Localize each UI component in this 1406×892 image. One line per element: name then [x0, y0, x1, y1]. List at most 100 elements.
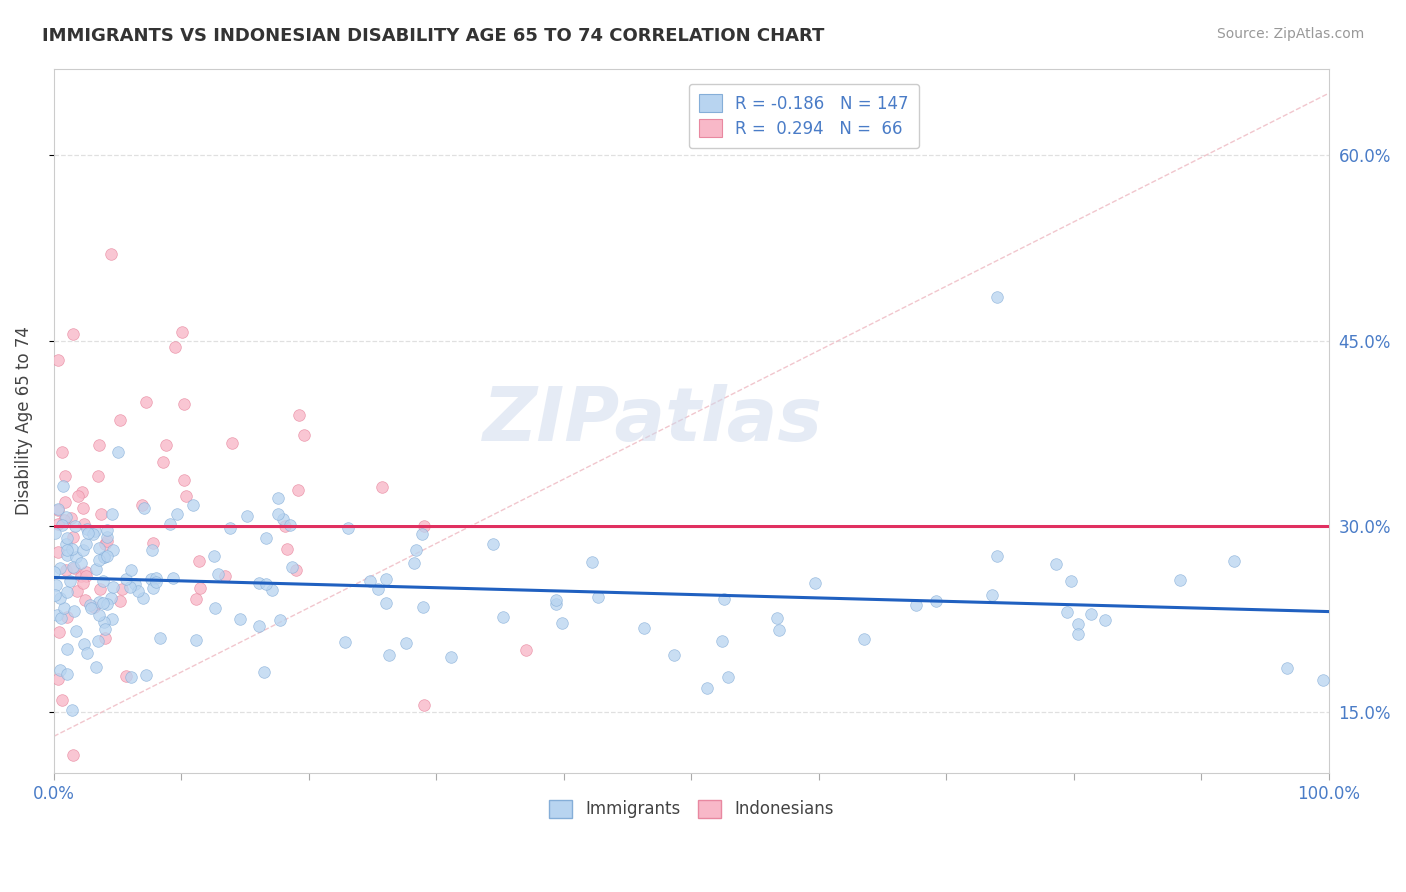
Point: [69, 568, 91, 582]
Point: [48, 591, 70, 605]
Point: [93, 550, 115, 565]
Point: [188, 554, 211, 568]
Point: [94, 537, 117, 551]
Point: [717, 669, 740, 683]
Text: ZIPatlas: ZIPatlas: [484, 384, 823, 458]
Point: [207, 566, 229, 581]
Point: [120, 670, 142, 684]
Point: [367, 582, 389, 596]
Point: [253, 665, 276, 679]
Point: [214, 569, 236, 583]
Point: [260, 583, 283, 598]
Point: [135, 668, 157, 682]
Point: [186, 591, 208, 606]
Point: [405, 542, 427, 557]
Point: [89, 438, 111, 452]
Point: [49, 611, 72, 625]
Point: [56, 667, 79, 681]
Point: [1094, 613, 1116, 627]
Point: [986, 549, 1008, 563]
Point: [247, 618, 270, 632]
Point: [72, 542, 94, 557]
Point: [96, 530, 118, 544]
Point: [55, 537, 77, 551]
Point: [986, 290, 1008, 304]
Point: [163, 340, 186, 354]
Point: [94, 631, 117, 645]
Point: [108, 594, 131, 608]
Point: [89, 552, 111, 566]
Point: [278, 518, 301, 533]
Point: [544, 598, 567, 612]
Point: [83, 599, 105, 614]
Point: [90, 507, 112, 521]
Point: [62, 703, 84, 717]
Point: [711, 634, 734, 648]
Point: [142, 536, 165, 550]
Point: [115, 669, 138, 683]
Point: [288, 408, 311, 422]
Point: [412, 599, 434, 614]
Point: [267, 491, 290, 506]
Point: [1067, 627, 1090, 641]
Point: [221, 436, 243, 450]
Point: [56, 531, 79, 545]
Point: [141, 543, 163, 558]
Point: [84, 659, 107, 673]
Point: [93, 615, 115, 629]
Point: [114, 572, 136, 586]
Point: [49, 560, 72, 574]
Point: [65, 624, 87, 639]
Point: [269, 613, 291, 627]
Point: [84, 524, 107, 538]
Point: [134, 501, 156, 516]
Point: [696, 681, 718, 695]
Point: [62, 560, 84, 574]
Point: [91, 574, 114, 588]
Point: [412, 519, 434, 533]
Point: [482, 536, 505, 550]
Legend: Immigrants, Indonesians: Immigrants, Indonesians: [543, 793, 841, 825]
Point: [45, 577, 67, 591]
Point: [53, 495, 76, 509]
Point: [184, 632, 207, 647]
Point: [53, 468, 76, 483]
Point: [87, 468, 110, 483]
Point: [1060, 574, 1083, 588]
Point: [82, 526, 104, 541]
Point: [145, 574, 167, 589]
Point: [804, 575, 827, 590]
Point: [44, 588, 66, 602]
Point: [111, 582, 134, 596]
Point: [52, 479, 75, 493]
Point: [135, 394, 157, 409]
Point: [402, 556, 425, 570]
Point: [75, 593, 97, 607]
Point: [336, 521, 359, 535]
Point: [141, 572, 163, 586]
Point: [925, 594, 948, 608]
Point: [63, 604, 86, 618]
Point: [586, 591, 609, 605]
Point: [371, 480, 394, 494]
Point: [378, 648, 401, 662]
Point: [411, 527, 433, 541]
Point: [96, 523, 118, 537]
Point: [94, 622, 117, 636]
Point: [1045, 557, 1067, 571]
Point: [62, 541, 84, 556]
Point: [72, 501, 94, 516]
Point: [45, 607, 67, 622]
Point: [62, 747, 84, 762]
Point: [766, 611, 789, 625]
Point: [56, 584, 79, 599]
Point: [96, 549, 118, 564]
Point: [152, 455, 174, 469]
Point: [46, 672, 69, 686]
Point: [69, 556, 91, 570]
Point: [713, 592, 735, 607]
Point: [236, 508, 259, 523]
Point: [100, 507, 122, 521]
Point: [254, 531, 277, 545]
Point: [284, 563, 307, 577]
